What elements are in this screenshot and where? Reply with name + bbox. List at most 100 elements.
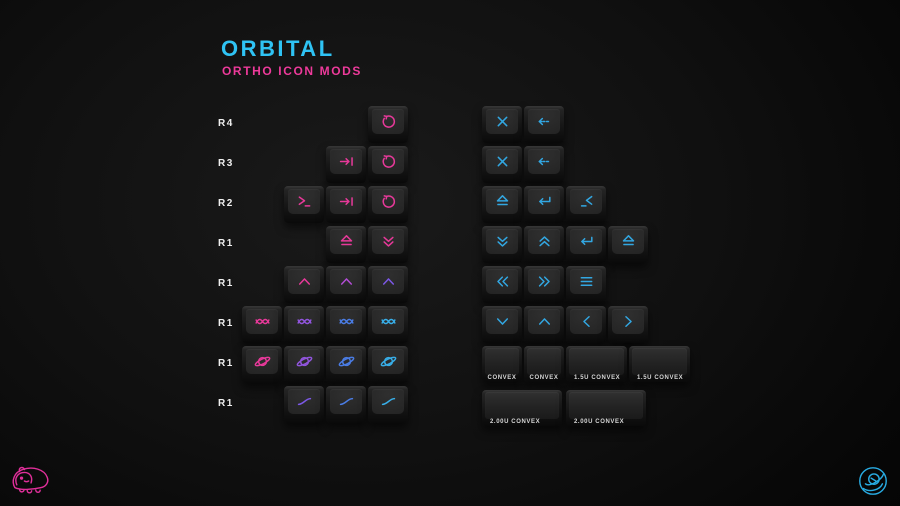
set-subtitle: ORTHO ICON MODS [222, 64, 362, 78]
rotate-icon [382, 195, 395, 208]
row-label: R1 [218, 278, 234, 289]
keycap-top-face [570, 309, 602, 334]
row-label: R4 [218, 118, 234, 129]
keycap-top-face [612, 229, 644, 254]
chevron-up-icon [298, 278, 310, 285]
keycap-convex: CONVEX [482, 346, 522, 382]
keycap-sigmoid [368, 386, 408, 423]
keycap-menu [566, 266, 606, 303]
keycap-top-face [288, 269, 320, 294]
sigmoid-icon [297, 397, 311, 406]
terminal-left-icon [580, 195, 592, 207]
keycap-top-face [246, 349, 278, 374]
keycap-rotate [368, 186, 408, 223]
keycap-top-face [330, 349, 362, 374]
keycap-top-face [528, 229, 560, 254]
convex-key-label: 1.5U CONVEX [574, 375, 621, 381]
row-label: R1 [218, 238, 234, 249]
convex-key-label: CONVEX [529, 375, 559, 381]
keycap-top-face [330, 269, 362, 294]
keycap-top-face [528, 149, 560, 174]
keycap-top-face [372, 269, 404, 294]
keycap-terminal [284, 186, 324, 223]
chevrons-down-icon [382, 236, 394, 247]
keycap-top-face [288, 349, 320, 374]
chevron-up-icon [340, 278, 352, 285]
keycap-sigmoid [326, 386, 366, 423]
convex-key-label: CONVEX [487, 375, 517, 381]
keycap-top-face [528, 309, 560, 334]
mascot-doodle-icon [12, 466, 49, 494]
keycap-top-face [288, 189, 320, 214]
keycap-top-face [570, 269, 602, 294]
keycap-top-face [570, 229, 602, 254]
keycap-top-face [632, 348, 687, 375]
keycap-convex: 2.00U CONVEX [482, 390, 562, 426]
keycap-top-face [527, 348, 561, 375]
keycap-backspace [524, 146, 564, 183]
keycap-top-face [486, 229, 518, 254]
set-title: ORBITAL [221, 36, 335, 61]
keycap-wave [284, 306, 324, 343]
return-icon [580, 236, 593, 246]
keycap-top-face [486, 309, 518, 334]
keycap-convex: 1.5U CONVEX [629, 346, 690, 382]
keycap-top-face [330, 149, 362, 174]
keycap-planet [284, 346, 324, 383]
keycap-caps [608, 226, 648, 263]
keycap-chevrons-right [524, 266, 564, 303]
keycap-top-face [485, 392, 559, 419]
keycap-top-face [570, 189, 602, 214]
planet-icon [254, 356, 270, 367]
tab-icon [339, 197, 353, 206]
convex-key-label: 1.5U CONVEX [637, 375, 684, 381]
keycap-close [482, 106, 522, 143]
keycap-convex: CONVEX [524, 346, 564, 382]
menu-icon [580, 277, 592, 286]
keycap-top-face [372, 109, 404, 134]
keycap-planet [368, 346, 408, 383]
keycap-top-face [372, 229, 404, 254]
keycap-top-face [246, 309, 278, 334]
planet-icon [338, 356, 354, 367]
wave-icon [296, 318, 312, 325]
planet-icon [296, 356, 312, 367]
keycap-planet [242, 346, 282, 383]
chevrons-right-icon [538, 276, 550, 287]
keycap-top-face [569, 348, 624, 375]
row-label: R3 [218, 158, 234, 169]
keycap-wave [326, 306, 366, 343]
keycap-top-face [486, 109, 518, 134]
rotate-icon [382, 115, 395, 128]
chevrons-up-icon [538, 236, 550, 247]
keycap-top-face [612, 309, 644, 334]
keycap-top-face [486, 269, 518, 294]
keycap-convex: 2.00U CONVEX [566, 390, 646, 426]
close-icon [497, 156, 507, 167]
keycap-return [524, 186, 564, 223]
convex-key-label: 2.00U CONVEX [574, 419, 625, 425]
backspace-icon [538, 157, 550, 166]
wave-icon [254, 318, 270, 325]
wave-icon [338, 318, 354, 325]
keycap-top-face [372, 349, 404, 374]
convex-key-label: 2.00U CONVEX [490, 419, 541, 425]
keycap-sigmoid [284, 386, 324, 423]
caps-icon [622, 235, 634, 246]
keycap-top-face [372, 149, 404, 174]
chevron-down-icon [496, 318, 508, 325]
close-icon [497, 116, 507, 127]
return-icon [538, 196, 551, 206]
keycap-chevron-up [326, 266, 366, 303]
keycap-tab [326, 186, 366, 223]
terminal-icon [298, 196, 310, 207]
keycap-top-face [288, 389, 320, 414]
keycap-chevron-up [368, 266, 408, 303]
keycap-top-face [486, 189, 518, 214]
keycap-chevron-up [524, 306, 564, 343]
chevron-right-icon [624, 315, 632, 328]
keycap-top-face [372, 389, 404, 414]
keycap-top-face [485, 348, 519, 375]
sigmoid-icon [381, 397, 395, 406]
